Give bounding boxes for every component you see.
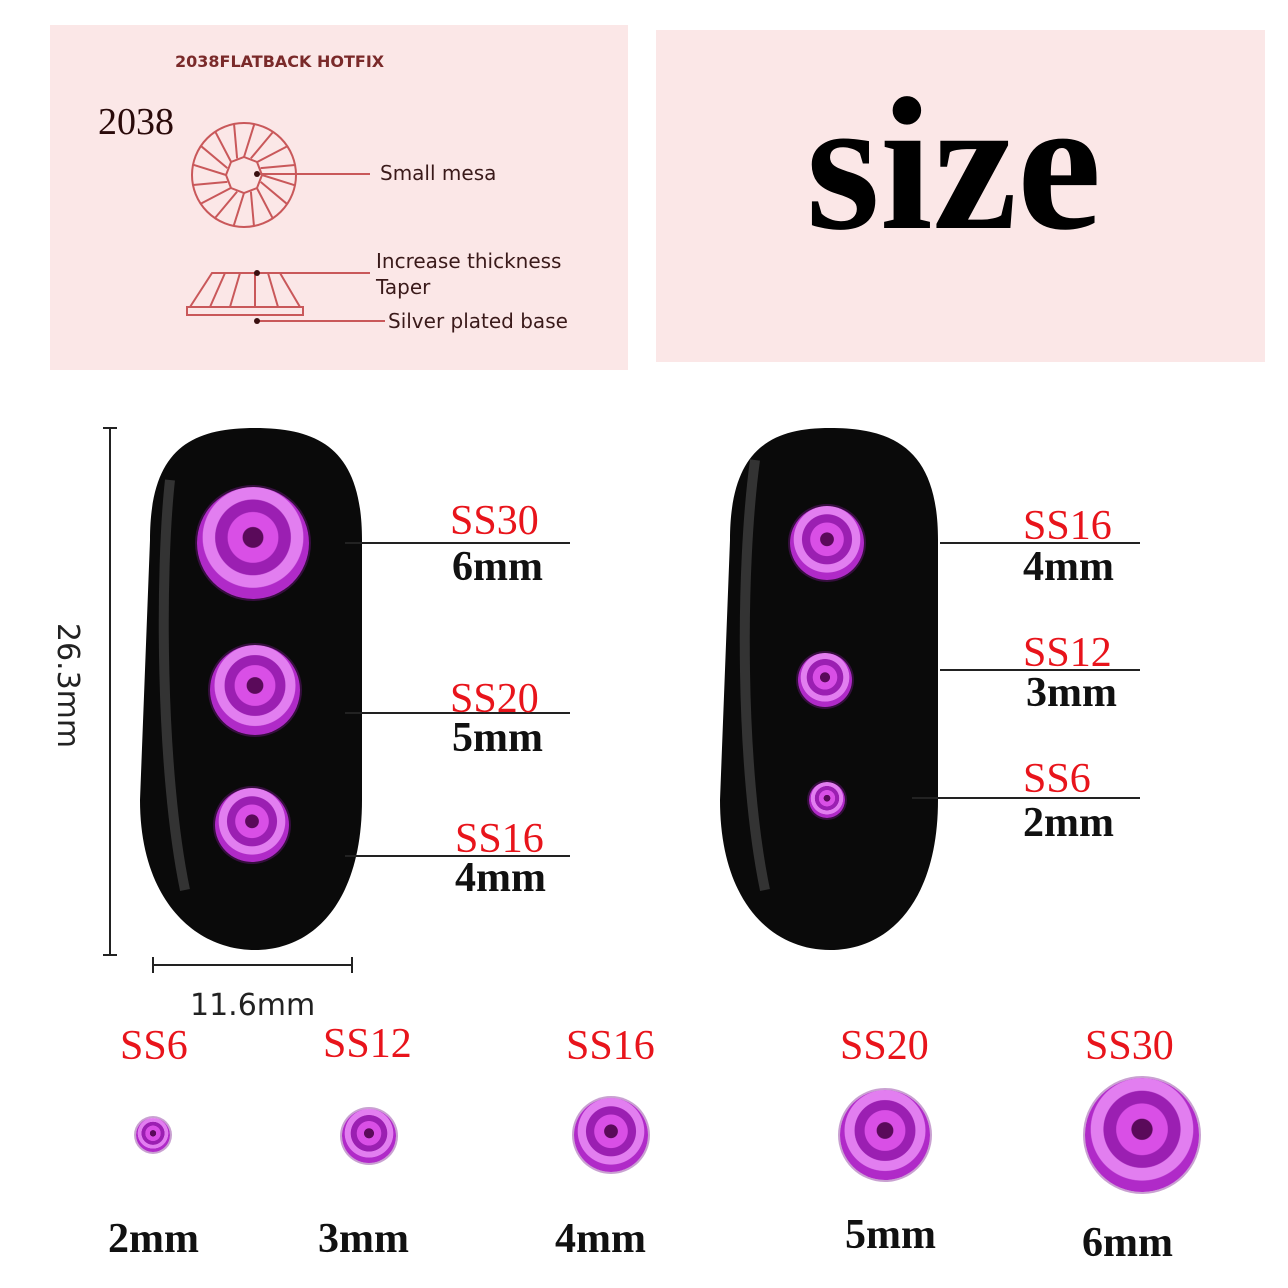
leader-line — [940, 542, 1140, 544]
title-panel: size — [656, 30, 1265, 362]
diagram-panel: 2038FLATBACK HOTFIX 2038 Small mesa Incr… — [50, 25, 628, 370]
size-label-ss: SS30 — [1085, 1023, 1174, 1069]
leader-line — [345, 712, 570, 714]
gem-6mm — [1085, 1078, 1199, 1192]
gem-3mm — [342, 1109, 396, 1163]
leader-line — [345, 542, 570, 544]
width-dimension-line — [153, 964, 353, 966]
left-label-mm: 5mm — [452, 715, 543, 761]
leader-line — [345, 855, 570, 857]
size-label-mm: 6mm — [1082, 1220, 1173, 1266]
size-title: size — [806, 60, 1102, 270]
facet-line — [259, 181, 288, 205]
facet-line — [255, 187, 274, 219]
facet-line — [261, 174, 296, 187]
dimension-tick — [152, 957, 154, 973]
right-label-mm: 2mm — [1023, 800, 1114, 846]
facet-line — [256, 145, 288, 164]
facet-line — [233, 123, 239, 159]
facet-line — [250, 131, 274, 160]
gem-4mm — [574, 1098, 648, 1172]
size-label-mm: 3mm — [318, 1216, 409, 1262]
label-taper: Taper — [376, 275, 431, 299]
width-dimension-label: 11.6mm — [190, 988, 316, 1023]
size-label-mm: 2mm — [108, 1216, 199, 1262]
gem-5mm — [840, 1090, 930, 1180]
facet-line — [214, 190, 238, 219]
facet-line — [192, 180, 228, 186]
gem-ss20 — [210, 645, 300, 735]
height-dimension-line — [109, 428, 111, 955]
size-label-mm: 5mm — [845, 1212, 936, 1258]
gem-2mm — [136, 1118, 170, 1152]
left-label-ss: SS16 — [455, 816, 544, 862]
leader-line — [912, 797, 1140, 799]
facet-line — [200, 186, 232, 205]
label-silver-plated-base: Silver plated base — [388, 309, 568, 333]
model-number: 2038 — [98, 101, 174, 143]
gem-ss16 — [790, 506, 864, 580]
label-increase-thickness: Increase thickness — [376, 249, 562, 273]
diagram-header: 2038FLATBACK HOTFIX — [175, 52, 385, 71]
facet-line — [249, 191, 255, 227]
gem-ss30 — [197, 487, 309, 599]
dimension-tick — [103, 427, 117, 429]
dimension-tick — [103, 954, 117, 956]
right-label-mm: 4mm — [1023, 544, 1114, 590]
size-label-mm: 4mm — [555, 1216, 646, 1262]
left-label-mm: 4mm — [455, 855, 546, 901]
right-label-mm: 3mm — [1026, 670, 1117, 716]
facet-line — [192, 163, 227, 176]
right-label-ss: SS16 — [1023, 503, 1112, 549]
gem-ss12 — [798, 653, 852, 707]
size-label-ss: SS12 — [323, 1021, 412, 1067]
left-label-ss: SS20 — [450, 676, 539, 722]
height-dimension-label: 26.3mm — [50, 622, 86, 749]
rhinestone-diagram — [186, 122, 385, 324]
gem-ss6 — [809, 782, 845, 818]
gem-ss16 — [215, 788, 289, 862]
right-label-ss: SS6 — [1023, 756, 1091, 802]
label-small-mesa: Small mesa — [380, 161, 497, 185]
right-label-ss: SS12 — [1023, 630, 1112, 676]
facet-line — [200, 145, 229, 169]
dimension-tick — [351, 957, 353, 973]
left-label-ss: SS30 — [450, 498, 539, 544]
leader-line — [940, 669, 1140, 671]
facet-line — [232, 192, 245, 227]
left-label-mm: 6mm — [452, 544, 543, 590]
size-label-ss: SS6 — [120, 1023, 188, 1069]
size-label-ss: SS20 — [840, 1023, 929, 1069]
size-label-ss: SS16 — [566, 1023, 655, 1069]
facet-line — [243, 123, 256, 158]
facet-line — [214, 131, 233, 163]
facet-line — [260, 164, 296, 170]
